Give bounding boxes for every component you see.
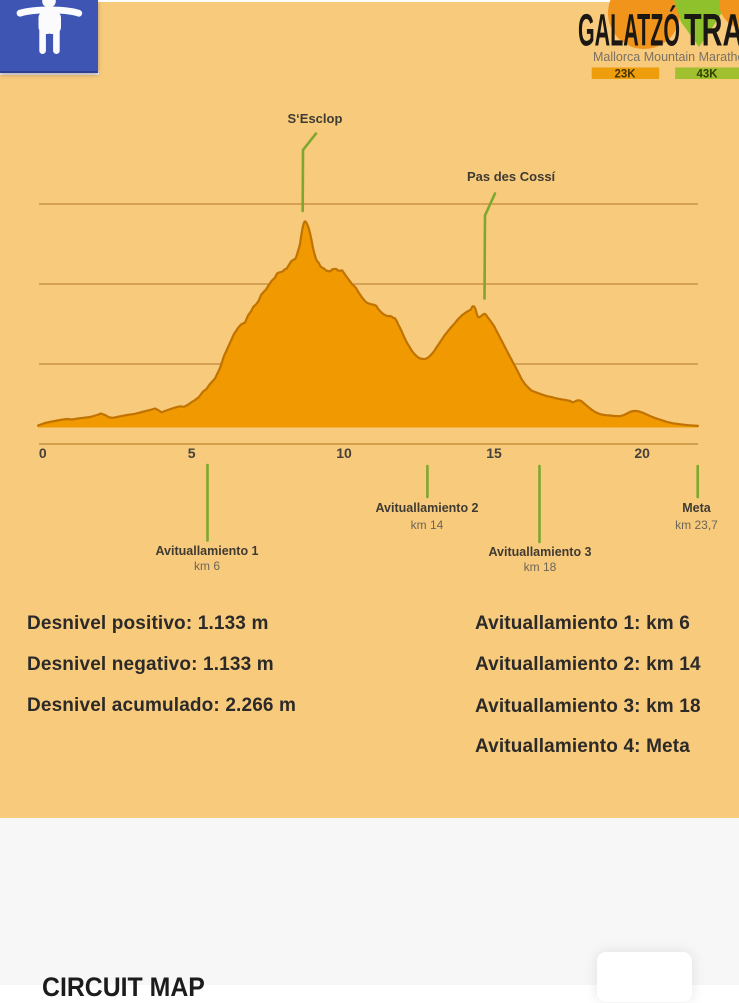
- svg-text:GALATZÓ: GALATZÓ: [578, 4, 680, 56]
- svg-text:23K: 23K: [615, 69, 637, 81]
- svg-text:43K: 43K: [697, 69, 719, 81]
- svg-text:TRAIL: TRAIL: [684, 5, 739, 56]
